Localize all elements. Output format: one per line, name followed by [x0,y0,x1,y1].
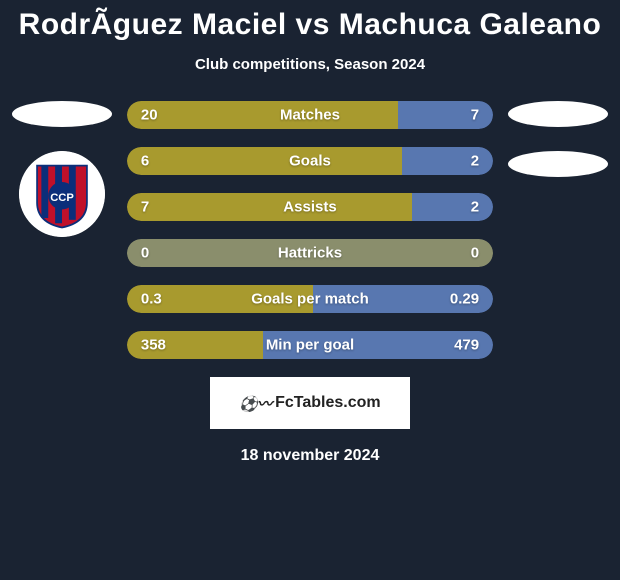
credit-decoration: ⚽〰 [239,393,271,414]
main-row: CCP Matches 20 7 Goals 6 2 Assists 7 2 Hattricks 0… [0,101,620,359]
stat-label: Assists [283,199,336,216]
stat-seg-left [127,193,412,221]
stat-seg-left [127,101,398,129]
stat-value-left: 6 [141,153,149,170]
stat-value-right: 2 [471,199,479,216]
stat-label: Min per goal [266,337,354,354]
stat-label: Goals per match [251,291,369,308]
stats-column: Matches 20 7 Goals 6 2 Assists 7 2 Hattricks 0 0 Goa… [127,101,493,359]
stat-bar: Goals per match 0.3 0.29 [127,285,493,313]
player-right-column [503,101,612,177]
stat-value-left: 7 [141,199,149,216]
comparison-card: RodrÃ­guez Maciel vs Machuca Galeano Clu… [0,0,620,465]
stat-value-right: 0.29 [450,291,479,308]
page-title: RodrÃ­guez Maciel vs Machuca Galeano [0,8,620,42]
stat-value-right: 2 [471,153,479,170]
stat-seg-right [412,193,493,221]
stat-label: Matches [280,107,340,124]
stat-value-right: 7 [471,107,479,124]
stat-value-left: 20 [141,107,158,124]
player-right-photo-placeholder [508,101,608,127]
player-right-club-placeholder [508,151,608,177]
stat-seg-left [127,147,402,175]
subtitle: Club competitions, Season 2024 [0,56,620,73]
stat-value-left: 358 [141,337,166,354]
stat-value-left: 0.3 [141,291,162,308]
player-left-club-badge: CCP [19,151,105,237]
player-left-photo-placeholder [12,101,112,127]
stat-bar: Hattricks 0 0 [127,239,493,267]
player-left-column: CCP [8,101,117,237]
stat-value-right: 0 [471,245,479,262]
stat-bar: Matches 20 7 [127,101,493,129]
stat-seg-right [402,147,494,175]
stat-value-right: 479 [454,337,479,354]
club-badge-svg: CCP [19,151,105,237]
stat-bar: Min per goal 358 479 [127,331,493,359]
stat-label: Hattricks [278,245,342,262]
stat-bar: Goals 6 2 [127,147,493,175]
stat-bar: Assists 7 2 [127,193,493,221]
stat-label: Goals [289,153,331,170]
date-line: 18 november 2024 [0,447,620,465]
stat-value-left: 0 [141,245,149,262]
credit-text: FcTables.com [275,394,381,412]
credit-box: ⚽〰 FcTables.com [210,377,410,429]
svg-text:CCP: CCP [51,192,75,204]
